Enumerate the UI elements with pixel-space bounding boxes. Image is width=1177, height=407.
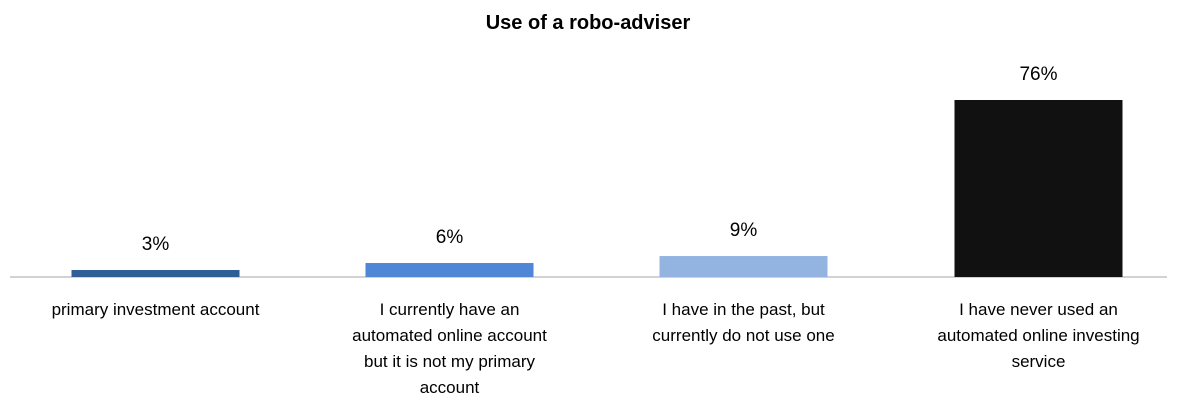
category-label-3: I have in the past, but currently do not … [652, 300, 834, 345]
chart-title: Use of a robo-adviser [486, 12, 691, 34]
category-label-line: primary investment account [52, 300, 260, 319]
category-label-line: automated online investing [937, 326, 1139, 345]
bar-1 [71, 270, 240, 277]
category-label-4: I have never used an automated online inv… [937, 300, 1139, 371]
category-label-line: but it is not my primary [364, 352, 535, 371]
bar-4 [954, 100, 1123, 277]
bar-2 [365, 263, 534, 277]
category-label-line: account [420, 378, 480, 397]
bar-3 [659, 256, 828, 277]
data-label-3: 9% [730, 220, 758, 241]
category-label-line: I have in the past, but [662, 300, 825, 319]
category-label-1: primary investment account [52, 300, 260, 319]
data-label-2: 6% [436, 227, 464, 248]
category-label-line: I have never used an [959, 300, 1118, 319]
category-label-line: automated online account [352, 326, 547, 345]
category-label-line: service [1012, 352, 1066, 371]
category-label-2: I currently have an automated online acco… [352, 300, 547, 397]
data-label-4: 76% [1019, 64, 1057, 85]
category-label-line: I currently have an [380, 300, 520, 319]
data-label-1: 3% [142, 234, 170, 255]
category-label-line: currently do not use one [652, 326, 834, 345]
